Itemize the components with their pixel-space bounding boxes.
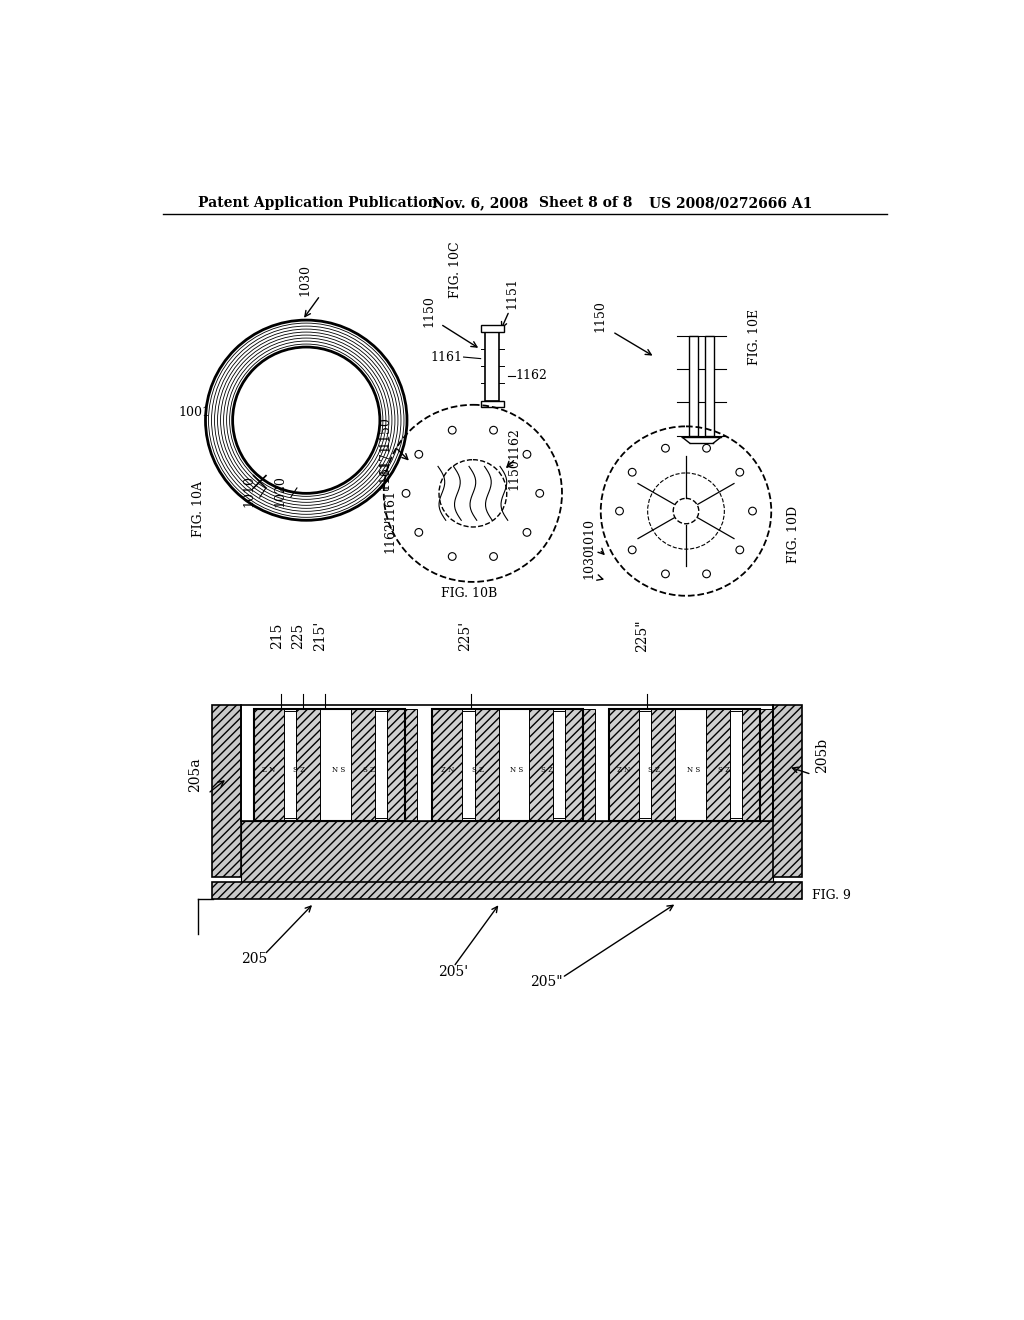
- Bar: [375, 711, 387, 818]
- Text: 205b: 205b: [815, 738, 828, 772]
- Text: S Z: S Z: [471, 767, 483, 775]
- Bar: [241, 705, 773, 821]
- Bar: [609, 709, 760, 821]
- Bar: [212, 882, 802, 899]
- Text: FIG. 10C: FIG. 10C: [449, 242, 462, 298]
- Bar: [387, 709, 417, 821]
- Text: S Z: S Z: [648, 767, 660, 775]
- Bar: [773, 705, 802, 876]
- Text: 1030: 1030: [583, 546, 595, 578]
- Text: FIG. 10B: FIG. 10B: [441, 587, 497, 601]
- Text: 205a: 205a: [188, 758, 203, 792]
- Bar: [553, 711, 565, 818]
- Text: Sheet 8 of 8: Sheet 8 of 8: [539, 197, 632, 210]
- Bar: [474, 709, 499, 821]
- Bar: [485, 331, 500, 401]
- Bar: [687, 709, 706, 821]
- Text: 1161: 1161: [431, 351, 463, 363]
- Text: FIG. 10D: FIG. 10D: [786, 506, 800, 562]
- Text: 205": 205": [530, 975, 563, 989]
- Bar: [706, 335, 714, 436]
- Bar: [350, 709, 375, 821]
- Bar: [639, 711, 651, 818]
- Text: 1020: 1020: [273, 475, 287, 507]
- Bar: [651, 709, 676, 821]
- Text: 1001: 1001: [178, 407, 210, 418]
- Bar: [609, 709, 760, 821]
- Bar: [741, 709, 772, 821]
- Text: 225': 225': [458, 620, 472, 651]
- Text: Nov. 6, 2008: Nov. 6, 2008: [432, 197, 528, 210]
- Text: 1161: 1161: [378, 458, 391, 490]
- Bar: [480, 401, 504, 407]
- Text: N S: N S: [332, 767, 345, 775]
- Bar: [529, 709, 553, 821]
- Bar: [480, 326, 504, 331]
- Text: 1150: 1150: [508, 458, 521, 490]
- Bar: [609, 709, 639, 821]
- Text: Patent Application Publication: Patent Application Publication: [198, 197, 437, 210]
- Text: 225": 225": [635, 619, 649, 652]
- Bar: [241, 821, 773, 882]
- Bar: [730, 711, 741, 818]
- Text: 1161': 1161': [384, 486, 396, 521]
- Text: FIG. 10A: FIG. 10A: [191, 480, 205, 537]
- Text: S Z: S Z: [718, 767, 730, 775]
- Bar: [333, 709, 350, 821]
- Bar: [212, 705, 241, 876]
- Text: 1162': 1162': [384, 517, 396, 553]
- Bar: [565, 709, 595, 821]
- Bar: [285, 711, 296, 818]
- Text: 1150: 1150: [378, 416, 391, 447]
- Text: 1010: 1010: [243, 475, 256, 507]
- Bar: [254, 709, 406, 821]
- Text: 205: 205: [242, 952, 267, 966]
- Text: N S: N S: [510, 767, 523, 775]
- Bar: [689, 335, 697, 436]
- Text: S Z: S Z: [541, 767, 553, 775]
- Text: 1171: 1171: [378, 442, 391, 475]
- Bar: [432, 709, 463, 821]
- Text: 215: 215: [269, 623, 284, 649]
- Text: Z N: Z N: [617, 767, 631, 775]
- Text: 215': 215': [313, 620, 328, 651]
- Text: 1150: 1150: [423, 294, 435, 327]
- Text: 1150: 1150: [593, 301, 606, 333]
- Text: S Z: S Z: [293, 767, 305, 775]
- Bar: [511, 709, 529, 821]
- Text: Z N: Z N: [440, 767, 454, 775]
- Bar: [432, 709, 584, 821]
- Text: Z N: Z N: [262, 767, 275, 775]
- Text: FIG. 10E: FIG. 10E: [748, 309, 761, 366]
- Text: S Z: S Z: [362, 767, 375, 775]
- Text: US 2008/0272666 A1: US 2008/0272666 A1: [649, 197, 812, 210]
- Bar: [296, 709, 321, 821]
- Text: 1162: 1162: [508, 428, 521, 459]
- Text: 205': 205': [438, 965, 469, 979]
- Bar: [254, 709, 285, 821]
- Bar: [432, 709, 584, 821]
- Bar: [463, 711, 474, 818]
- Text: 1162: 1162: [515, 370, 548, 381]
- Text: FIG. 9: FIG. 9: [812, 888, 850, 902]
- Text: 1151: 1151: [506, 277, 518, 309]
- Text: 1010: 1010: [583, 519, 595, 550]
- Bar: [706, 709, 730, 821]
- Text: 1030: 1030: [299, 264, 311, 296]
- Text: N S: N S: [687, 767, 700, 775]
- Bar: [254, 709, 406, 821]
- Text: 225: 225: [292, 623, 305, 649]
